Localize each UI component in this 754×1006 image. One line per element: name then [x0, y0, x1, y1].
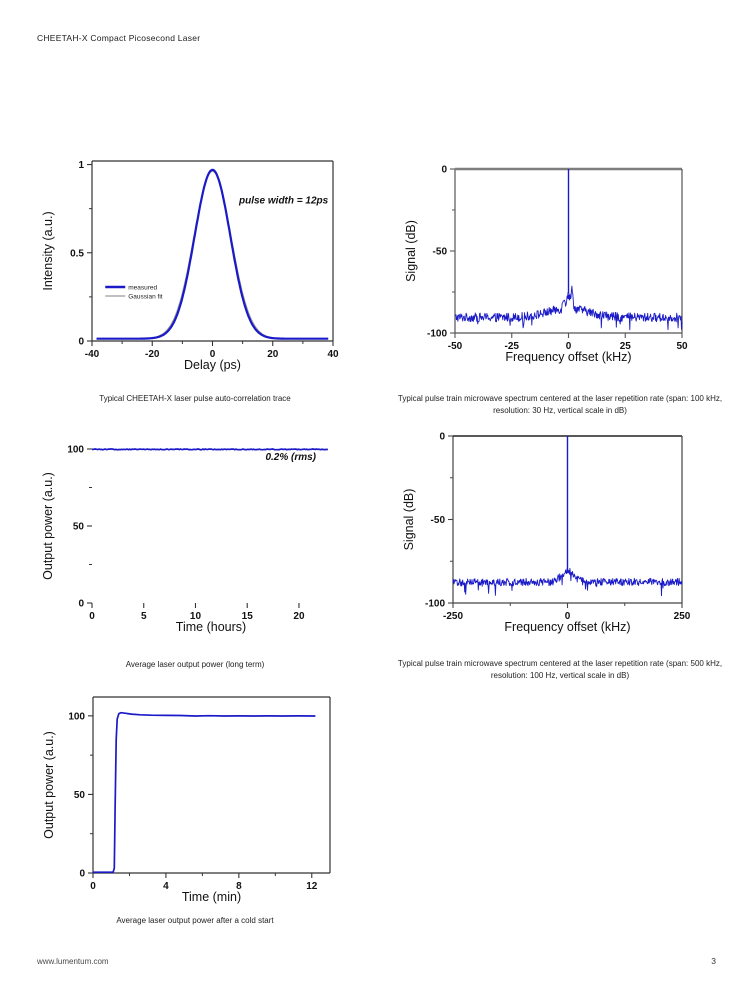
svg-text:5: 5: [141, 611, 147, 622]
autocorrelation-svg: -40 -20 0 20 40 0 0.5 1 Delay (ps) Intensity (a.u…: [41, 160, 339, 372]
svg-text:Output power (a.u.): Output power (a.u.): [41, 472, 55, 580]
svg-text:20: 20: [293, 611, 305, 622]
svg-text:pulse width = 12ps: pulse width = 12ps: [238, 195, 329, 206]
svg-text:0: 0: [210, 349, 216, 360]
svg-text:-40: -40: [85, 349, 100, 360]
svg-text:15: 15: [242, 611, 254, 622]
cold-start-power-svg: 0 4 8 12 0 50 100 Time (min) Output power (a.u.): [42, 696, 331, 904]
svg-text:Delay (ps): Delay (ps): [184, 358, 241, 372]
svg-text:Signal (dB): Signal (dB): [404, 220, 418, 282]
svg-text:100: 100: [67, 445, 84, 456]
svg-text:-25: -25: [505, 341, 520, 352]
svg-text:20: 20: [267, 349, 279, 360]
svg-text:50: 50: [73, 522, 85, 533]
svg-text:0: 0: [439, 432, 445, 443]
svg-text:4: 4: [163, 881, 169, 892]
spectrum-100khz-chart: -50 -25 0 25 50 -100 -50 0 Frequency offset (kHz…: [400, 148, 720, 383]
spectrum-500khz-caption: Typical pulse train microwave spectrum c…: [397, 659, 723, 680]
svg-text:-20: -20: [145, 349, 160, 360]
spectrum-100khz-caption: Typical pulse train microwave spectrum c…: [397, 394, 723, 415]
svg-text:100: 100: [68, 711, 85, 722]
svg-text:0: 0: [441, 165, 447, 176]
long-term-power-chart: 0 5 10 15 20 0 50 100 Time (hours) Output power (…: [30, 435, 360, 650]
svg-text:50: 50: [676, 341, 688, 352]
svg-text:Gaussian fit: Gaussian fit: [128, 294, 163, 301]
page-header: CHEETAH-X Compact Picosecond Laser: [37, 33, 200, 43]
cold-start-power-caption: Average laser output power after a cold …: [116, 916, 274, 925]
svg-text:1: 1: [78, 160, 84, 171]
svg-text:8: 8: [236, 881, 242, 892]
svg-text:25: 25: [620, 341, 632, 352]
svg-text:Time (min): Time (min): [182, 890, 241, 904]
svg-text:0: 0: [78, 337, 84, 348]
svg-text:0.2% (rms): 0.2% (rms): [265, 452, 316, 463]
svg-text:250: 250: [674, 611, 691, 622]
long-term-power-caption: Average laser output power (long term): [125, 660, 265, 669]
svg-text:0: 0: [89, 611, 95, 622]
svg-text:Time (hours): Time (hours): [176, 620, 246, 634]
svg-text:0: 0: [78, 599, 84, 610]
svg-text:12: 12: [306, 881, 318, 892]
svg-text:-50: -50: [448, 341, 463, 352]
cold-start-power-chart: 0 4 8 12 0 50 100 Time (min) Output power (a.u.): [30, 685, 360, 910]
svg-text:Intensity (a.u.): Intensity (a.u.): [41, 211, 55, 290]
svg-text:0: 0: [79, 869, 85, 880]
spectrum-500khz-chart: -250 0 250 -100 -50 0 Frequency offset (kHz) Si…: [400, 425, 720, 640]
svg-text:Signal (dB): Signal (dB): [402, 489, 416, 551]
svg-text:50: 50: [74, 790, 86, 801]
autocorrelation-caption: Typical CHEETAH-X laser pulse auto-corre…: [99, 394, 291, 403]
autocorrelation-chart: -40 -20 0 20 40 0 0.5 1 Delay (ps) Intensity (a.u…: [30, 148, 360, 383]
svg-text:0: 0: [566, 341, 572, 352]
document-title: CHEETAH-X Compact Picosecond Laser: [37, 33, 201, 43]
svg-text:10: 10: [190, 611, 202, 622]
svg-text:40: 40: [327, 349, 339, 360]
long-term-power-svg: 0 5 10 15 20 0 50 100 Time (hours) Output power (…: [41, 445, 329, 634]
svg-text:-100: -100: [427, 329, 447, 340]
svg-text:Frequency offset (kHz): Frequency offset (kHz): [505, 350, 631, 364]
svg-text:-50: -50: [431, 515, 446, 526]
svg-text:measured: measured: [128, 285, 157, 292]
svg-text:Output power (a.u.): Output power (a.u.): [42, 731, 56, 839]
svg-text:-100: -100: [425, 599, 445, 610]
svg-text:0: 0: [90, 881, 96, 892]
svg-text:0.5: 0.5: [70, 248, 84, 259]
svg-text:Frequency offset (kHz): Frequency offset (kHz): [504, 620, 630, 634]
svg-text:-50: -50: [433, 247, 448, 258]
svg-text:0: 0: [565, 611, 571, 622]
footer-url-link[interactable]: www.lumentum.com: [37, 957, 109, 966]
svg-text:-250: -250: [443, 611, 463, 622]
page-number: 3: [711, 956, 716, 966]
